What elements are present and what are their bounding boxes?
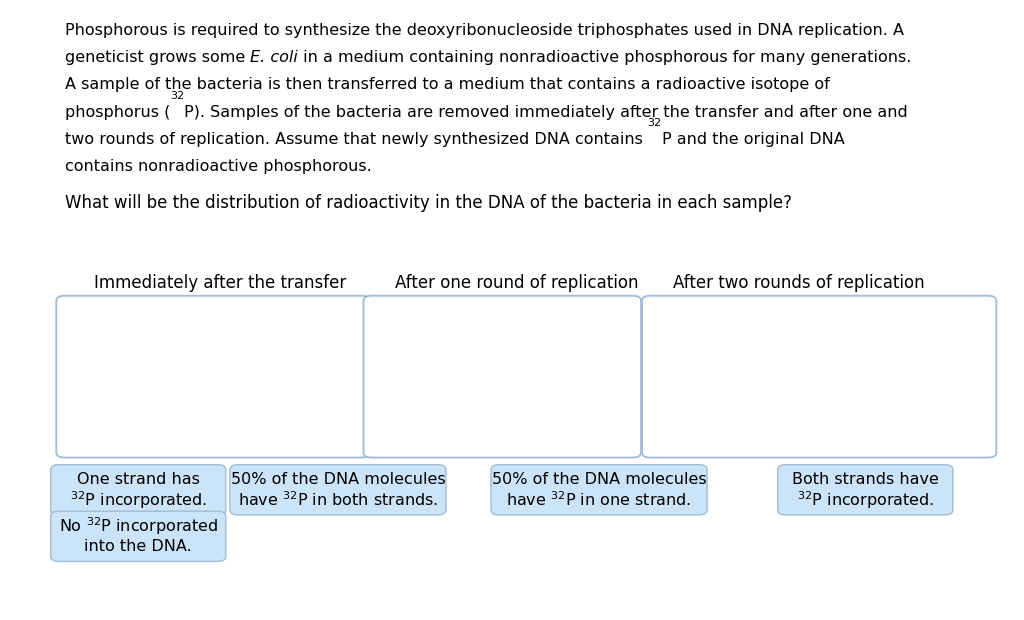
Text: have $^{32}$P in one strand.: have $^{32}$P in one strand. [507, 490, 691, 509]
Text: geneticist grows some: geneticist grows some [65, 50, 250, 65]
Text: 50% of the DNA molecules: 50% of the DNA molecules [230, 472, 445, 487]
Text: $^{32}$P incorporated.: $^{32}$P incorporated. [70, 489, 207, 511]
Text: One strand has: One strand has [77, 472, 200, 487]
Text: Phosphorous is required to synthesize the deoxyribonucleoside triphosphates used: Phosphorous is required to synthesize th… [65, 23, 903, 38]
Text: $^{32}$P incorporated.: $^{32}$P incorporated. [797, 489, 934, 511]
FancyBboxPatch shape [51, 465, 225, 515]
Text: into the DNA.: into the DNA. [84, 539, 193, 554]
Text: After one round of replication: After one round of replication [395, 274, 639, 292]
Text: After two rounds of replication: After two rounds of replication [673, 274, 925, 292]
Text: 32: 32 [647, 118, 662, 128]
Text: What will be the distribution of radioactivity in the DNA of the bacteria in eac: What will be the distribution of radioac… [65, 193, 792, 211]
Text: contains nonradioactive phosphorous.: contains nonradioactive phosphorous. [65, 159, 372, 174]
FancyBboxPatch shape [364, 296, 641, 458]
FancyBboxPatch shape [490, 465, 707, 515]
Text: have $^{32}$P in both strands.: have $^{32}$P in both strands. [238, 490, 438, 509]
Text: 32: 32 [170, 91, 184, 101]
Text: Both strands have: Both strands have [792, 472, 939, 487]
FancyBboxPatch shape [778, 465, 952, 515]
Text: P). Samples of the bacteria are removed immediately after the transfer and after: P). Samples of the bacteria are removed … [184, 105, 907, 120]
FancyBboxPatch shape [229, 465, 446, 515]
FancyBboxPatch shape [56, 296, 370, 458]
Text: No $^{32}$P incorporated: No $^{32}$P incorporated [58, 516, 218, 537]
FancyBboxPatch shape [51, 511, 225, 562]
Text: E. coli: E. coli [250, 50, 298, 65]
Text: A sample of the bacteria is then transferred to a medium that contains a radioac: A sample of the bacteria is then transfe… [65, 78, 829, 92]
Text: 50% of the DNA molecules: 50% of the DNA molecules [492, 472, 707, 487]
FancyBboxPatch shape [642, 296, 996, 458]
Text: P and the original DNA: P and the original DNA [662, 132, 845, 147]
Text: Immediately after the transfer: Immediately after the transfer [94, 274, 346, 292]
Text: in a medium containing nonradioactive phosphorous for many generations.: in a medium containing nonradioactive ph… [298, 50, 911, 65]
Text: two rounds of replication. Assume that newly synthesized DNA contains: two rounds of replication. Assume that n… [65, 132, 647, 147]
Text: phosphorus (: phosphorus ( [65, 105, 170, 120]
